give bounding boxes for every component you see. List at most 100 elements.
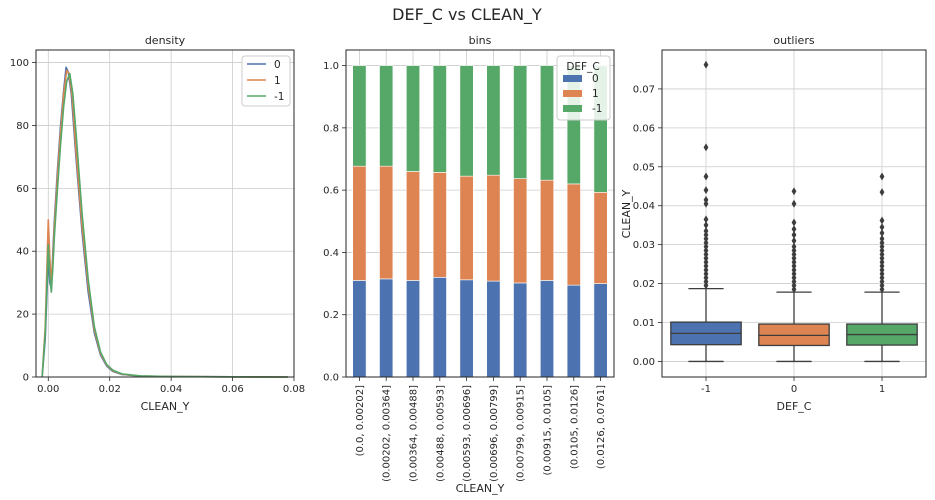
- bins-bar--1: [513, 65, 528, 179]
- bins-legend-patch-2: [563, 105, 582, 112]
- bins-legend: DEF_C 0 1 -1: [556, 55, 611, 121]
- bins-x-tick-label: (0.00799, 0.00915]: [516, 385, 527, 482]
- density-x-label: CLEAN_Y: [141, 400, 190, 413]
- bins-x-tick-label: (0.00593, 0.00696]: [462, 385, 473, 482]
- density-axes-frame: [35, 49, 295, 378]
- density-y-tick-label: 20: [16, 310, 29, 321]
- density-y-tick-label: 60: [16, 184, 29, 195]
- bins-y-tick-label: 0.6: [323, 186, 339, 197]
- bins-bar-1: [352, 165, 367, 281]
- density-x-ticks: 0.00 0.02 0.04 0.06 0.08: [37, 377, 305, 395]
- density-x-tick-label: 0.08: [283, 384, 305, 395]
- outliers-x-label: DEF_C: [777, 400, 812, 413]
- density-y-tick-label: 100: [10, 58, 29, 69]
- bins-bar--1: [405, 65, 420, 172]
- bins-bar--1: [486, 65, 501, 176]
- outliers-flier-point: [879, 172, 885, 181]
- bins-legend-box: [556, 55, 611, 121]
- density-y-tick-label: 0: [23, 373, 29, 384]
- bins-x-ticks: (0.0, 0.00202] (0.00202, 0.00364] (0.00364…: [355, 377, 607, 482]
- bins-bar-0: [379, 278, 394, 378]
- bins-bar-1: [459, 175, 474, 281]
- bins-legend-label-2: -1: [592, 103, 602, 115]
- outliers-flier-point: [791, 225, 797, 234]
- density-lines: [41, 66, 288, 378]
- outliers-x-tick-label: -1: [701, 384, 711, 395]
- bins-y-tick-label: 0.8: [323, 123, 339, 134]
- density-y-tick-label: 80: [16, 121, 29, 132]
- outliers-y-tick-label: 0.04: [633, 201, 655, 212]
- bins-bar--1: [352, 65, 367, 167]
- bins-bar-1: [513, 178, 528, 284]
- outliers-flier-point: [879, 216, 885, 225]
- bins-x-label: CLEAN_Y: [456, 482, 505, 495]
- outliers-y-tick-label: 0.02: [633, 279, 655, 290]
- bins-bar-0: [593, 283, 608, 378]
- outliers-y-tick-label: 0.07: [633, 84, 655, 95]
- bins-y-ticks: 0.0 0.2 0.4 0.6 0.8 1.0: [323, 61, 346, 384]
- outliers-flier-point: [703, 227, 709, 236]
- outliers-flier-point: [791, 218, 797, 227]
- bins-x-tick-label: (0.0, 0.00202]: [355, 385, 366, 457]
- outliers-flier-point: [791, 199, 797, 208]
- bins-bar-0: [566, 284, 581, 378]
- density-legend-label-1: 1: [274, 75, 281, 87]
- bins-legend-label-0: 0: [592, 73, 599, 85]
- bins-bar-1: [539, 179, 554, 281]
- density-title: density: [145, 34, 186, 47]
- bins-bar-1: [379, 165, 394, 280]
- bins-x-tick-label: (0.0126, 0.0761]: [596, 385, 607, 469]
- bins-x-tick-label: (0.00202, 0.00364]: [382, 385, 393, 482]
- outliers-flier-point: [703, 172, 709, 181]
- outliers-y-tick-label: 0.00: [633, 357, 655, 368]
- density-legend-label-0: 0: [274, 59, 281, 71]
- outliers-title: outliers: [773, 34, 814, 47]
- bins-bar-0: [459, 279, 474, 378]
- bins-x-tick-label: (0.0105, 0.0126]: [569, 385, 580, 469]
- density-x-tick-label: 0.00: [37, 384, 59, 395]
- outliers-y-tick-label: 0.03: [633, 240, 655, 251]
- bins-y-tick-label: 0.2: [323, 310, 339, 321]
- outliers-flier-point: [703, 195, 709, 204]
- outliers-flier-point: [703, 221, 709, 230]
- bins-x-tick-label: (0.00696, 0.00799]: [489, 385, 500, 482]
- outliers-flier-point: [879, 234, 885, 243]
- bins-bar-0: [486, 280, 501, 378]
- bins-bar-0: [352, 280, 367, 378]
- bins-bar-0: [432, 277, 447, 378]
- density-series-line--1: [41, 72, 288, 378]
- density-legend-label-2: -1: [274, 91, 284, 103]
- bins-legend-patch-0: [563, 75, 582, 82]
- bins-bar--1: [379, 65, 394, 167]
- bins-y-tick-label: 0.0: [323, 373, 339, 384]
- bins-bar-0: [513, 282, 528, 378]
- bins-bar-1: [566, 183, 581, 286]
- outliers-boxes: [670, 60, 918, 363]
- outliers-flier-point: [879, 188, 885, 197]
- bins-y-tick-label: 1.0: [323, 61, 339, 72]
- figure-title: DEF_C vs CLEAN_Y: [392, 5, 542, 25]
- outliers-y-tick-label: 0.01: [633, 318, 655, 329]
- outliers-flier-point: [879, 228, 885, 237]
- density-x-tick-label: 0.04: [160, 384, 182, 395]
- outliers-flier-point: [791, 230, 797, 239]
- bins-legend-patch-1: [563, 90, 582, 97]
- bins-bar--1: [432, 65, 447, 173]
- outliers-flier-point: [703, 186, 709, 195]
- bins-legend-title: DEF_C: [566, 61, 599, 73]
- outliers-y-tick-label: 0.06: [633, 123, 655, 134]
- bins-bar-0: [539, 280, 554, 378]
- bins-axes-frame: [345, 49, 615, 378]
- outliers-flier-point: [703, 60, 709, 69]
- bins-bar-1: [405, 171, 420, 281]
- density-x-tick-label: 0.06: [221, 384, 243, 395]
- outliers-x-tick-label: 0: [791, 384, 797, 395]
- outliers-flier-point: [703, 215, 709, 224]
- density-panel: 0.00 0.02 0.04 0.06 0.08 0 20 40 60 80 100 densit…: [10, 34, 305, 413]
- outliers-flier-point: [791, 187, 797, 196]
- bins-bar-1: [486, 174, 501, 282]
- bins-bar-1: [593, 192, 608, 284]
- outliers-panel: -1 0 1 0.00 0.01 0.02 0.03 0.04 0.05 0.06 0.07 ou…: [620, 34, 927, 413]
- bins-title: bins: [469, 34, 492, 47]
